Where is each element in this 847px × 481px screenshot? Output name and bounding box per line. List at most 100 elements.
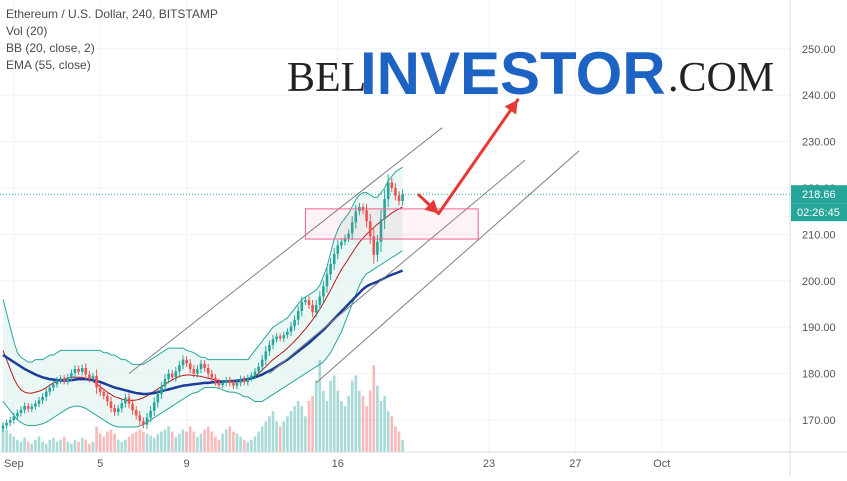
candle-body (210, 373, 214, 378)
candle-body (127, 397, 131, 404)
volume-bar (170, 431, 174, 452)
volume-bar (253, 436, 257, 452)
volume-bar (206, 426, 210, 452)
candle-body (271, 339, 275, 345)
volume-bar (242, 439, 246, 452)
volume-bar (5, 429, 8, 452)
price-tick-label: 230.00 (802, 137, 836, 149)
candle-body (102, 392, 106, 396)
volume-bar (19, 441, 23, 452)
volume-bar (124, 439, 127, 452)
support-zone-box[interactable] (304, 208, 479, 240)
volume-bar (41, 441, 44, 452)
volume-bar (397, 431, 401, 452)
candle-body (88, 374, 91, 379)
volume-bar (134, 431, 138, 452)
candle-body (394, 188, 397, 196)
bollinger-lower-line (2, 250, 403, 428)
time-tick-label: 9 (184, 458, 190, 470)
time-axis: Sep 5 9 16 23 27 Oct (0, 451, 847, 470)
volume-bar (185, 431, 188, 452)
candle-body (278, 336, 282, 339)
volume-bar (131, 433, 134, 452)
candle-body (286, 331, 289, 336)
watermark-com: .COM (668, 55, 774, 101)
time-tick-label: 16 (332, 458, 344, 470)
candle-body (142, 420, 145, 425)
arrow-shaft-2[interactable] (437, 98, 520, 216)
candle-body (332, 253, 336, 265)
legend-symbol[interactable]: Ethereum / U.S. Dollar, 240, BITSTAMP (6, 7, 218, 21)
volume-bar (314, 380, 318, 452)
volume-bar (113, 433, 116, 452)
legend: Ethereum / U.S. Dollar, 240, BITSTAMP Vo… (6, 6, 218, 74)
candle-body (386, 182, 390, 200)
trend-channel-lower[interactable] (315, 150, 580, 384)
last-price-label: 218.66 (802, 189, 836, 201)
candle-body (55, 380, 59, 385)
volume-bar (268, 416, 271, 452)
bollinger-basis-line (2, 206, 403, 402)
legend-volume[interactable]: Vol (20) (6, 24, 48, 38)
candle-body (16, 413, 19, 417)
volume-bar (347, 395, 350, 452)
volume-bar (271, 411, 275, 452)
candle-body (246, 378, 250, 382)
candle-body (174, 371, 178, 378)
candle-body (109, 401, 113, 408)
candle-timer-badge (791, 203, 847, 222)
candle-body (239, 379, 242, 383)
volume-bar (196, 436, 199, 452)
candle-body (185, 359, 188, 364)
watermark-bel: BEL (287, 55, 366, 101)
volume-bar (66, 441, 70, 452)
trend-channel-mid[interactable] (269, 159, 526, 374)
volume-bar (152, 437, 156, 452)
candle-body (282, 335, 286, 339)
volume-bar (34, 439, 37, 452)
candle-body (156, 394, 160, 403)
candle-body (37, 400, 41, 404)
candle-body (149, 410, 152, 418)
candle-body (48, 387, 52, 392)
volume-bar (30, 443, 34, 452)
volume-bar (106, 431, 109, 452)
candle-body (235, 382, 239, 386)
volume-bar (160, 431, 163, 452)
volume-bar (401, 439, 404, 452)
trend-channel-upper[interactable] (128, 127, 443, 374)
candle-body (347, 233, 350, 239)
volume-bar (278, 426, 282, 452)
legend-bollinger[interactable]: BB (20, close, 2) (6, 41, 95, 55)
candle-body (62, 378, 66, 382)
candle-body (91, 375, 95, 379)
volume-bar (149, 435, 152, 452)
time-tick-label: Oct (653, 458, 670, 470)
candle-body (322, 286, 325, 297)
volume-bar (116, 439, 120, 452)
bollinger-upper-line (2, 166, 403, 365)
candle-body (199, 363, 203, 369)
candle-body (152, 402, 156, 411)
candle-body (354, 211, 358, 223)
volume-bar (59, 439, 62, 452)
volume-bar (282, 421, 286, 452)
volume-bar (163, 429, 167, 452)
candle-body (304, 300, 307, 303)
watermark-investor: INVESTOR (360, 40, 666, 107)
price-tick-label: 180.00 (802, 369, 836, 381)
candle-body (26, 406, 30, 409)
candlesticks (1, 174, 404, 432)
candle-body (116, 408, 120, 413)
volume-bar (214, 436, 217, 452)
volume-bar (167, 426, 170, 452)
volume-bar (156, 433, 160, 452)
legend-ema[interactable]: EMA (55, close) (6, 58, 91, 72)
candle-body (264, 351, 268, 360)
candle-body (350, 222, 354, 234)
volume-bar (48, 439, 52, 452)
drawings (0, 98, 790, 384)
candle-body (98, 387, 102, 393)
volume-bar (232, 431, 235, 452)
